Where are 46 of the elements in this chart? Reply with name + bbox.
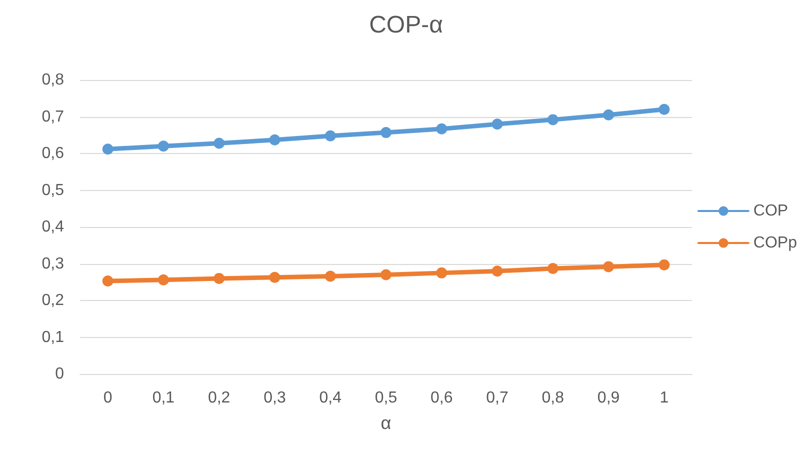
point <box>102 276 114 287</box>
point <box>658 104 670 115</box>
y-tick-label: 0,3 <box>42 255 64 272</box>
point <box>102 144 114 155</box>
point <box>214 272 225 284</box>
point <box>436 123 448 134</box>
x-tick-label: 0,5 <box>374 390 398 406</box>
x-tick-label: 1 <box>660 390 669 406</box>
point <box>603 261 614 272</box>
y-tick-label: 0,4 <box>42 218 64 236</box>
point <box>158 140 169 152</box>
point <box>492 118 503 130</box>
x-tick-label: 0 <box>103 390 112 406</box>
legend-label: COP <box>753 202 788 220</box>
point <box>492 266 503 277</box>
x-tick-label: 0,8 <box>542 390 564 406</box>
point <box>324 130 336 142</box>
y-tick-label: 0 <box>55 366 64 382</box>
y-tick-label: 0,5 <box>42 182 64 199</box>
point <box>269 134 280 146</box>
legend-label: COPp <box>753 234 798 252</box>
point <box>324 270 336 282</box>
y-tick-label: 0,7 <box>42 108 64 126</box>
point <box>269 272 280 283</box>
x-tick-label: 0,7 <box>486 390 508 406</box>
y-tick-label: 0,8 <box>42 72 64 88</box>
point <box>214 138 225 149</box>
x-tick-label: 0,4 <box>319 390 342 406</box>
y-tick-label: 0,1 <box>42 328 64 346</box>
x-tick-label: 0,9 <box>597 390 620 406</box>
x-tick-label: 0,3 <box>264 390 286 406</box>
point <box>380 269 392 280</box>
x-tick-label: 0,2 <box>208 390 230 406</box>
x-tick-label: 0,6 <box>430 390 453 406</box>
point <box>158 274 169 286</box>
point <box>547 263 558 274</box>
point <box>436 267 448 278</box>
y-tick-label: 0,6 <box>42 145 64 162</box>
y-tick-label: 0,2 <box>42 292 64 309</box>
point <box>380 127 392 138</box>
x-tick-label: 0,1 <box>152 390 175 406</box>
point <box>658 259 670 270</box>
x-axis-title: α <box>380 413 392 433</box>
chart-title: COP-α <box>369 12 444 38</box>
point <box>603 109 614 120</box>
point <box>547 114 558 126</box>
